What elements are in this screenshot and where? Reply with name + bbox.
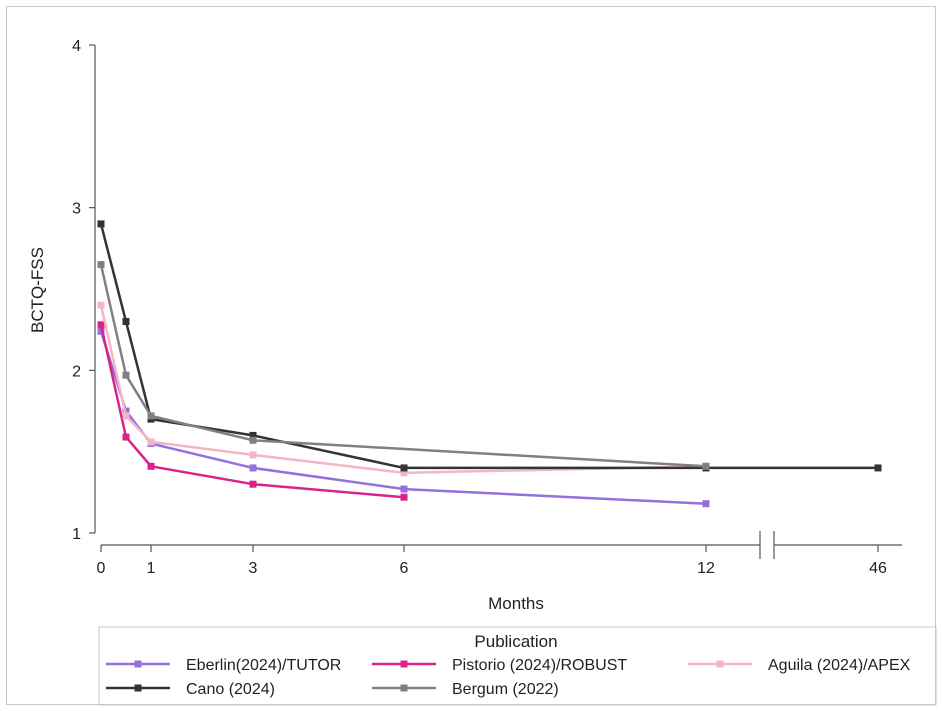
data-point-marker: [122, 318, 130, 326]
legend-box: [98, 626, 937, 706]
data-point-marker: [874, 464, 882, 472]
legend-title: Publication: [474, 632, 557, 651]
data-point-marker: [97, 261, 105, 269]
data-point-marker: [249, 480, 257, 488]
series-1: [97, 327, 710, 508]
legend-entry: Bergum (2022): [372, 681, 559, 698]
series-line: [99, 330, 707, 505]
x-tick-label: 0: [97, 560, 106, 577]
series-4: [97, 220, 882, 472]
data-point-marker: [400, 485, 408, 493]
data-point-marker: [122, 433, 130, 441]
data-point-marker: [249, 436, 257, 444]
legend-label: Eberlin(2024)/TUTOR: [186, 657, 341, 674]
legend-swatch-marker: [134, 684, 142, 692]
y-tick-label: 2: [72, 363, 81, 380]
data-point-marker: [147, 462, 155, 470]
legend-entry: Cano (2024): [106, 681, 275, 698]
y-axis-label: BCTQ-FSS: [28, 247, 47, 333]
x-tick-label: 3: [249, 560, 258, 577]
legend-swatch-marker: [716, 660, 724, 668]
data-point-marker: [400, 469, 408, 477]
data-point-marker: [122, 371, 130, 379]
legend-swatch-marker: [400, 684, 408, 692]
series-5: [97, 261, 710, 470]
series-2: [97, 321, 408, 501]
legend-label: Cano (2024): [186, 681, 275, 698]
x-tick-label: 6: [400, 560, 409, 577]
x-tick-label: 12: [697, 560, 715, 577]
legend-swatch-marker: [134, 660, 142, 668]
x-axis-label: Months: [488, 594, 544, 613]
y-tick-label: 1: [72, 526, 81, 543]
legend-entry: Pistorio (2024)/ROBUST: [372, 657, 627, 674]
data-point-marker: [249, 464, 257, 472]
data-point-marker: [400, 464, 408, 472]
data-point-marker: [97, 220, 105, 228]
data-point-marker: [702, 500, 710, 508]
data-point-marker: [122, 412, 130, 420]
x-tick-label: 1: [147, 560, 156, 577]
y-tick-label: 4: [72, 38, 81, 55]
data-point-marker: [97, 327, 105, 335]
data-point-marker: [147, 412, 155, 420]
legend-label: Bergum (2022): [452, 681, 559, 698]
data-point-marker: [249, 451, 257, 459]
data-point-marker: [97, 321, 105, 329]
x-tick-label: 46: [869, 560, 887, 577]
legend-entry: Aguila (2024)/APEX: [688, 657, 911, 674]
series-line: [99, 264, 707, 468]
y-tick-label: 3: [72, 201, 81, 218]
series-line: [99, 304, 707, 475]
legend-label: Aguila (2024)/APEX: [768, 657, 911, 674]
data-point-marker: [147, 438, 155, 446]
data-point-marker: [702, 462, 710, 470]
data-point-marker: [400, 493, 408, 501]
legend-label: Pistorio (2024)/ROBUST: [452, 657, 627, 674]
legend: Publication Eberlin(2024)/TUTOR Pistorio …: [98, 626, 937, 706]
legend-swatch-marker: [400, 660, 408, 668]
legend-entries: Eberlin(2024)/TUTOR Pistorio (2024)/ROBUS…: [106, 657, 911, 698]
series-layer: [97, 220, 882, 508]
legend-entry: Eberlin(2024)/TUTOR: [106, 657, 341, 674]
data-point-marker: [249, 431, 257, 439]
data-point-marker: [97, 301, 105, 309]
